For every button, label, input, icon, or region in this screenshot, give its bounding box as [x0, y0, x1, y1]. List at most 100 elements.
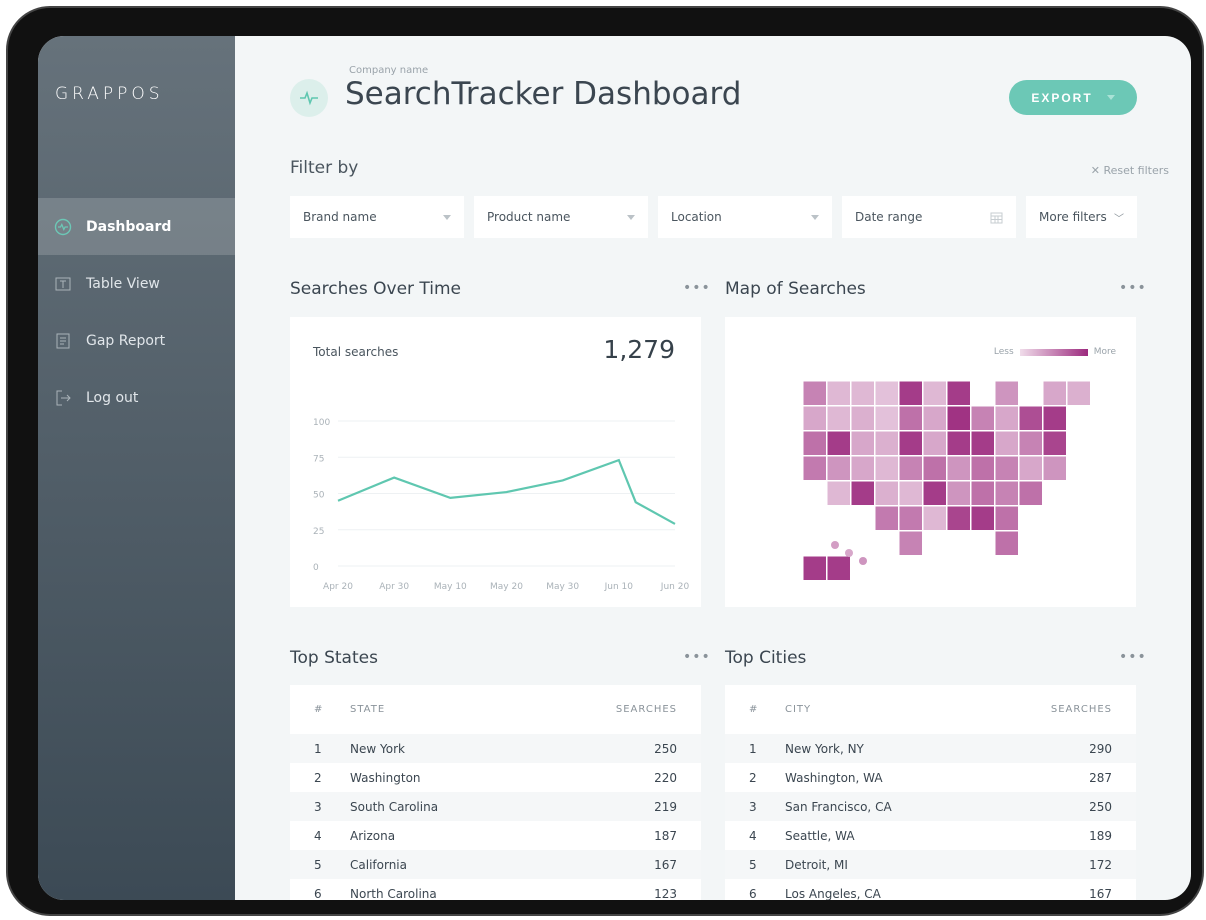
state-region[interactable] [1042, 455, 1067, 481]
state-region[interactable] [922, 480, 947, 506]
state-region[interactable] [946, 505, 971, 531]
state-region[interactable] [1018, 430, 1043, 456]
state-region[interactable] [922, 405, 947, 431]
state-region[interactable] [850, 455, 875, 481]
hawaii-island[interactable] [859, 557, 867, 565]
state-region[interactable] [898, 405, 923, 431]
state-region[interactable] [826, 555, 851, 581]
state-region[interactable] [1066, 380, 1091, 406]
state-region[interactable] [994, 530, 1019, 556]
sidebar-item-gap-report[interactable]: Gap Report [38, 312, 235, 369]
table-row[interactable]: 6 North Carolina 123 [290, 879, 701, 901]
state-region[interactable] [946, 455, 971, 481]
table-row[interactable]: 3 San Francisco, CA 250 [725, 792, 1136, 821]
state-region[interactable] [970, 430, 995, 456]
state-region[interactable] [826, 455, 851, 481]
state-region[interactable] [874, 505, 899, 531]
state-region[interactable] [994, 430, 1019, 456]
product-filter[interactable]: Product name [474, 196, 648, 238]
table-row[interactable]: 3 South Carolina 219 [290, 792, 701, 821]
state-region[interactable] [802, 405, 827, 431]
state-region[interactable] [874, 405, 899, 431]
state-region[interactable] [898, 530, 923, 556]
state-region[interactable] [970, 405, 995, 431]
state-region[interactable] [850, 380, 875, 406]
state-region[interactable] [994, 505, 1019, 531]
sidebar-item-table-view[interactable]: Table View [38, 255, 235, 312]
filter-bar: Brand name Product name Location Date ra… [290, 196, 1137, 238]
state-region[interactable] [970, 480, 995, 506]
state-region[interactable] [1018, 405, 1043, 431]
hawaii-island[interactable] [831, 541, 839, 549]
state-region[interactable] [922, 430, 947, 456]
state-region[interactable] [994, 480, 1019, 506]
state-region[interactable] [946, 380, 971, 406]
more-filters[interactable]: More filters ﹀ [1026, 196, 1137, 238]
state-region[interactable] [970, 505, 995, 531]
table-row[interactable]: 6 Los Angeles, CA 167 [725, 879, 1136, 901]
state-region[interactable] [898, 455, 923, 481]
state-region[interactable] [850, 480, 875, 506]
sidebar-item-dashboard[interactable]: Dashboard [38, 198, 235, 255]
state-region[interactable] [946, 480, 971, 506]
state-region[interactable] [802, 455, 827, 481]
table-row[interactable]: 4 Arizona 187 [290, 821, 701, 850]
table-row[interactable]: 5 California 167 [290, 850, 701, 879]
table-row[interactable]: 1 New York, NY 290 [725, 734, 1136, 763]
state-region[interactable] [826, 430, 851, 456]
state-region[interactable] [1018, 455, 1043, 481]
state-region[interactable] [826, 380, 851, 406]
state-region[interactable] [874, 380, 899, 406]
state-region[interactable] [850, 430, 875, 456]
top-states-title: Top States [290, 648, 378, 668]
top-states-card: # STATE SEARCHES 1 New York 250 2 Washington… [290, 685, 701, 900]
state-region[interactable] [1042, 380, 1067, 406]
table-row[interactable]: 1 New York 250 [290, 734, 701, 763]
state-region[interactable] [946, 430, 971, 456]
more-options-icon[interactable]: ••• [1119, 649, 1147, 665]
table-row[interactable]: 2 Washington, WA 287 [725, 763, 1136, 792]
state-region[interactable] [1042, 430, 1067, 456]
state-region[interactable] [898, 430, 923, 456]
reset-filters-link[interactable]: ✕ Reset filters [1090, 164, 1169, 177]
export-button[interactable]: EXPORT [1009, 80, 1137, 115]
hawaii-island[interactable] [845, 549, 853, 557]
state-region[interactable] [1018, 480, 1043, 506]
more-options-icon[interactable]: ••• [1119, 280, 1147, 296]
state-region[interactable] [994, 380, 1019, 406]
sidebar-item-log-out[interactable]: Log out [38, 369, 235, 426]
state-region[interactable] [802, 430, 827, 456]
state-region[interactable] [850, 405, 875, 431]
state-region[interactable] [970, 455, 995, 481]
rank-cell: 1 [314, 741, 322, 756]
us-map[interactable] [725, 317, 1136, 607]
col-rank: # [749, 704, 759, 715]
location-filter[interactable]: Location [658, 196, 832, 238]
state-region[interactable] [898, 480, 923, 506]
state-region[interactable] [1042, 405, 1067, 431]
state-region[interactable] [994, 455, 1019, 481]
state-region[interactable] [922, 380, 947, 406]
state-region[interactable] [874, 480, 899, 506]
caret-down-icon [627, 214, 635, 220]
state-region[interactable] [802, 380, 827, 406]
more-options-icon[interactable]: ••• [683, 280, 711, 296]
state-region[interactable] [898, 380, 923, 406]
calendar-icon [990, 212, 1003, 223]
state-region[interactable] [826, 480, 851, 506]
state-region[interactable] [802, 555, 827, 581]
table-row[interactable]: 5 Detroit, MI 172 [725, 850, 1136, 879]
table-row[interactable]: 2 Washington 220 [290, 763, 701, 792]
state-region[interactable] [994, 405, 1019, 431]
state-region[interactable] [922, 505, 947, 531]
more-options-icon[interactable]: ••• [683, 649, 711, 665]
state-region[interactable] [874, 430, 899, 456]
brand-filter[interactable]: Brand name [290, 196, 464, 238]
date-range-filter[interactable]: Date range [842, 196, 1016, 238]
state-region[interactable] [946, 405, 971, 431]
state-region[interactable] [898, 505, 923, 531]
state-region[interactable] [922, 455, 947, 481]
state-region[interactable] [826, 405, 851, 431]
table-row[interactable]: 4 Seattle, WA 189 [725, 821, 1136, 850]
state-region[interactable] [874, 455, 899, 481]
